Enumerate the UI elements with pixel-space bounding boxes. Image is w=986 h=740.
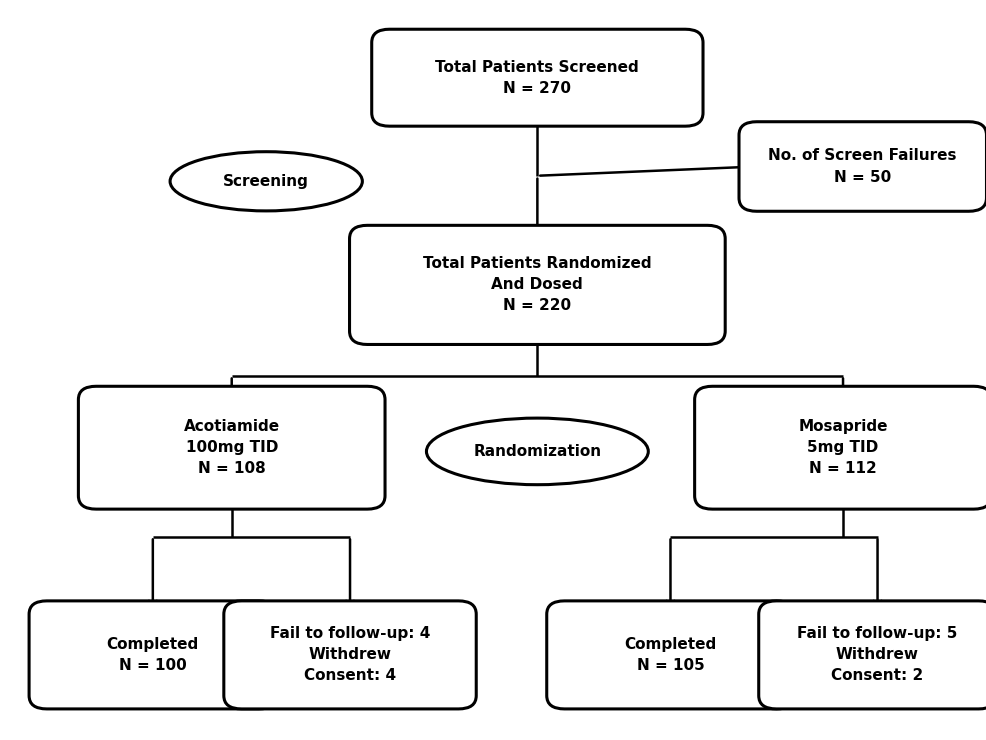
Ellipse shape [426, 418, 649, 485]
Text: Acotiamide
100mg TID
N = 108: Acotiamide 100mg TID N = 108 [183, 419, 280, 477]
Ellipse shape [171, 152, 363, 211]
FancyBboxPatch shape [759, 601, 986, 709]
Text: Fail to follow-up: 4
Withdrew
Consent: 4: Fail to follow-up: 4 Withdrew Consent: 4 [270, 626, 430, 684]
Text: No. of Screen Failures
N = 50: No. of Screen Failures N = 50 [768, 149, 957, 184]
FancyBboxPatch shape [694, 386, 986, 509]
Text: Completed
N = 105: Completed N = 105 [624, 637, 717, 673]
Text: Fail to follow-up: 5
Withdrew
Consent: 2: Fail to follow-up: 5 Withdrew Consent: 2 [798, 626, 957, 684]
FancyBboxPatch shape [372, 29, 703, 126]
Text: Randomization: Randomization [473, 444, 601, 459]
FancyBboxPatch shape [740, 121, 986, 212]
FancyBboxPatch shape [30, 601, 276, 709]
FancyBboxPatch shape [78, 386, 385, 509]
Text: Total Patients Randomized
And Dosed
N = 220: Total Patients Randomized And Dosed N = … [423, 256, 652, 314]
FancyBboxPatch shape [350, 225, 726, 345]
FancyBboxPatch shape [546, 601, 795, 709]
Text: Completed
N = 100: Completed N = 100 [106, 637, 199, 673]
FancyBboxPatch shape [224, 601, 476, 709]
Text: Total Patients Screened
N = 270: Total Patients Screened N = 270 [436, 60, 639, 95]
Text: Mosapride
5mg TID
N = 112: Mosapride 5mg TID N = 112 [799, 419, 887, 477]
Text: Screening: Screening [223, 174, 310, 189]
